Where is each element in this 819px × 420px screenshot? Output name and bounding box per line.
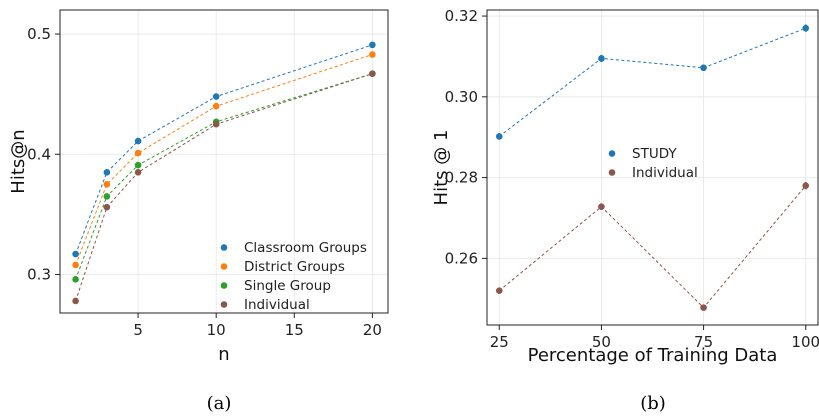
legend-label: Individual	[632, 165, 698, 181]
data-point	[700, 304, 707, 311]
legend-label: District Groups	[244, 259, 345, 275]
data-point	[212, 93, 220, 100]
x-tick-label: 20	[363, 321, 382, 339]
data-point	[72, 261, 79, 269]
legend-label: Individual	[244, 297, 310, 313]
x-tick-label: 15	[285, 321, 304, 339]
series-individual	[495, 182, 810, 311]
legend-marker	[220, 282, 228, 289]
data-point	[598, 55, 605, 62]
y-tick-label: 0.3	[27, 266, 51, 284]
data-point	[72, 297, 79, 305]
legend-marker	[608, 169, 616, 176]
chart-b: 25 50 75 100 0.26 0.28 0.30 0.32 Percentage of T…	[431, 7, 819, 366]
data-point	[103, 193, 111, 200]
data-point	[134, 137, 142, 145]
data-point	[134, 161, 142, 169]
data-point	[369, 41, 376, 49]
y-axis-label: Hits@n	[8, 129, 29, 193]
data-point	[212, 120, 220, 128]
y-tick-label: 0.4	[27, 145, 51, 163]
y-tick-label: 0.26	[445, 249, 478, 267]
caption-b: (b)	[640, 393, 666, 414]
x-tick-label: 75	[694, 333, 713, 351]
plot-frame	[59, 9, 389, 314]
data-point	[598, 203, 605, 210]
data-point	[134, 149, 142, 157]
x-tick-label: 100	[791, 333, 819, 351]
series-district-groups	[72, 51, 376, 269]
chart-a: 5 10 15 20 0.3 0.4 0.5 n Hits@n Classroom Groups D…	[8, 9, 389, 365]
y-tick-label: 0.5	[27, 25, 51, 43]
series-line	[75, 44, 373, 255]
legend-marker	[220, 301, 228, 308]
data-point	[72, 250, 79, 258]
series-study	[495, 24, 810, 140]
legend-marker	[608, 150, 616, 157]
series-line	[498, 27, 806, 137]
data-point	[103, 203, 111, 211]
data-point	[802, 24, 810, 32]
legend-marker	[220, 263, 228, 270]
data-point	[369, 51, 376, 58]
legend-marker	[220, 244, 228, 251]
legend-label: Classroom Groups	[244, 240, 367, 256]
data-point	[134, 169, 142, 176]
data-point	[700, 64, 707, 72]
data-point	[802, 182, 810, 189]
y-tick-label: 0.30	[445, 88, 478, 106]
y-tick-label: 0.32	[445, 7, 478, 25]
x-tick-label: 5	[133, 321, 143, 339]
data-point	[495, 287, 503, 294]
x-tick-label: 25	[490, 333, 509, 351]
y-axis-label: Hits @ 1	[431, 130, 452, 206]
data-point	[72, 276, 79, 283]
series-line	[498, 185, 807, 309]
caption-a: (a)	[207, 393, 232, 414]
series-classroom-groups	[72, 41, 376, 258]
x-tick-label: 50	[592, 333, 611, 351]
legend-label: Single Group	[244, 278, 331, 294]
x-axis-label: Percentage of Training Data	[528, 345, 778, 366]
data-point	[103, 169, 111, 176]
data-point	[495, 133, 503, 140]
x-tick-label: 10	[207, 321, 226, 339]
data-point	[103, 181, 111, 188]
series-line	[75, 54, 373, 266]
x-axis-label: n	[218, 344, 229, 365]
plot-frame	[486, 9, 819, 326]
series-individual	[72, 70, 376, 305]
y-tick-label: 0.28	[445, 169, 478, 187]
data-point	[369, 70, 376, 78]
legend-label: STUDY	[632, 146, 677, 162]
data-point	[212, 102, 220, 110]
